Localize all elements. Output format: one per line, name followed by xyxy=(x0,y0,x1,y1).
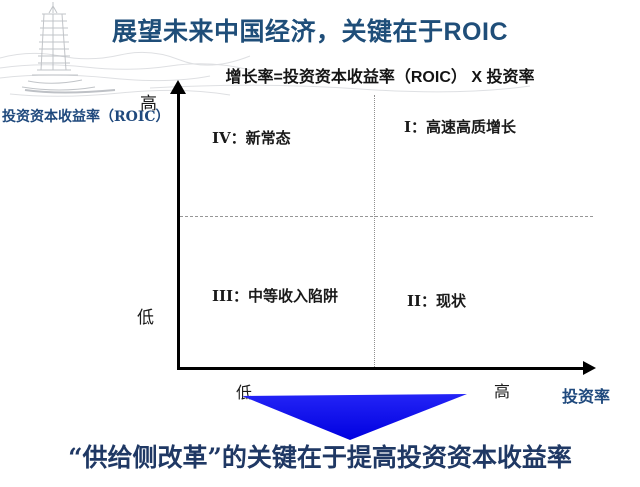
x-axis-title: 投资率 xyxy=(562,387,611,406)
y-axis-arrowhead-icon xyxy=(170,80,186,94)
down-triangle-icon xyxy=(242,394,467,440)
slide-title: 展望未来中国经济，关键在于ROIC xyxy=(112,18,509,46)
quadrant-horizontal-divider xyxy=(180,216,593,217)
y-axis-low-label: 低 xyxy=(137,308,154,328)
y-axis-high-label: 高 xyxy=(140,94,157,114)
pagoda-sketch-icon xyxy=(0,2,531,97)
quadrant-4-label: IV：新常态 xyxy=(212,129,291,147)
y-axis-line xyxy=(177,93,180,370)
y-axis-title: 投资资本收益率（ROIC） xyxy=(2,109,170,125)
x-axis-arrowhead-icon xyxy=(583,361,596,375)
x-axis-line xyxy=(177,367,585,370)
x-axis-high-label: 高 xyxy=(494,382,511,401)
conclusion-text: “供给侧改革”的关键在于提高投资资本收益率 xyxy=(68,443,572,472)
quadrant-1-label: I：高速高质增长 xyxy=(404,118,517,136)
formula-text: 增长率=投资资本收益率（ROIC） X 投资率 xyxy=(225,69,535,86)
quadrant-vertical-divider xyxy=(374,95,375,367)
quadrant-3-label: III：中等收入陷阱 xyxy=(212,287,339,305)
quadrant-2-label: II：现状 xyxy=(407,292,467,310)
